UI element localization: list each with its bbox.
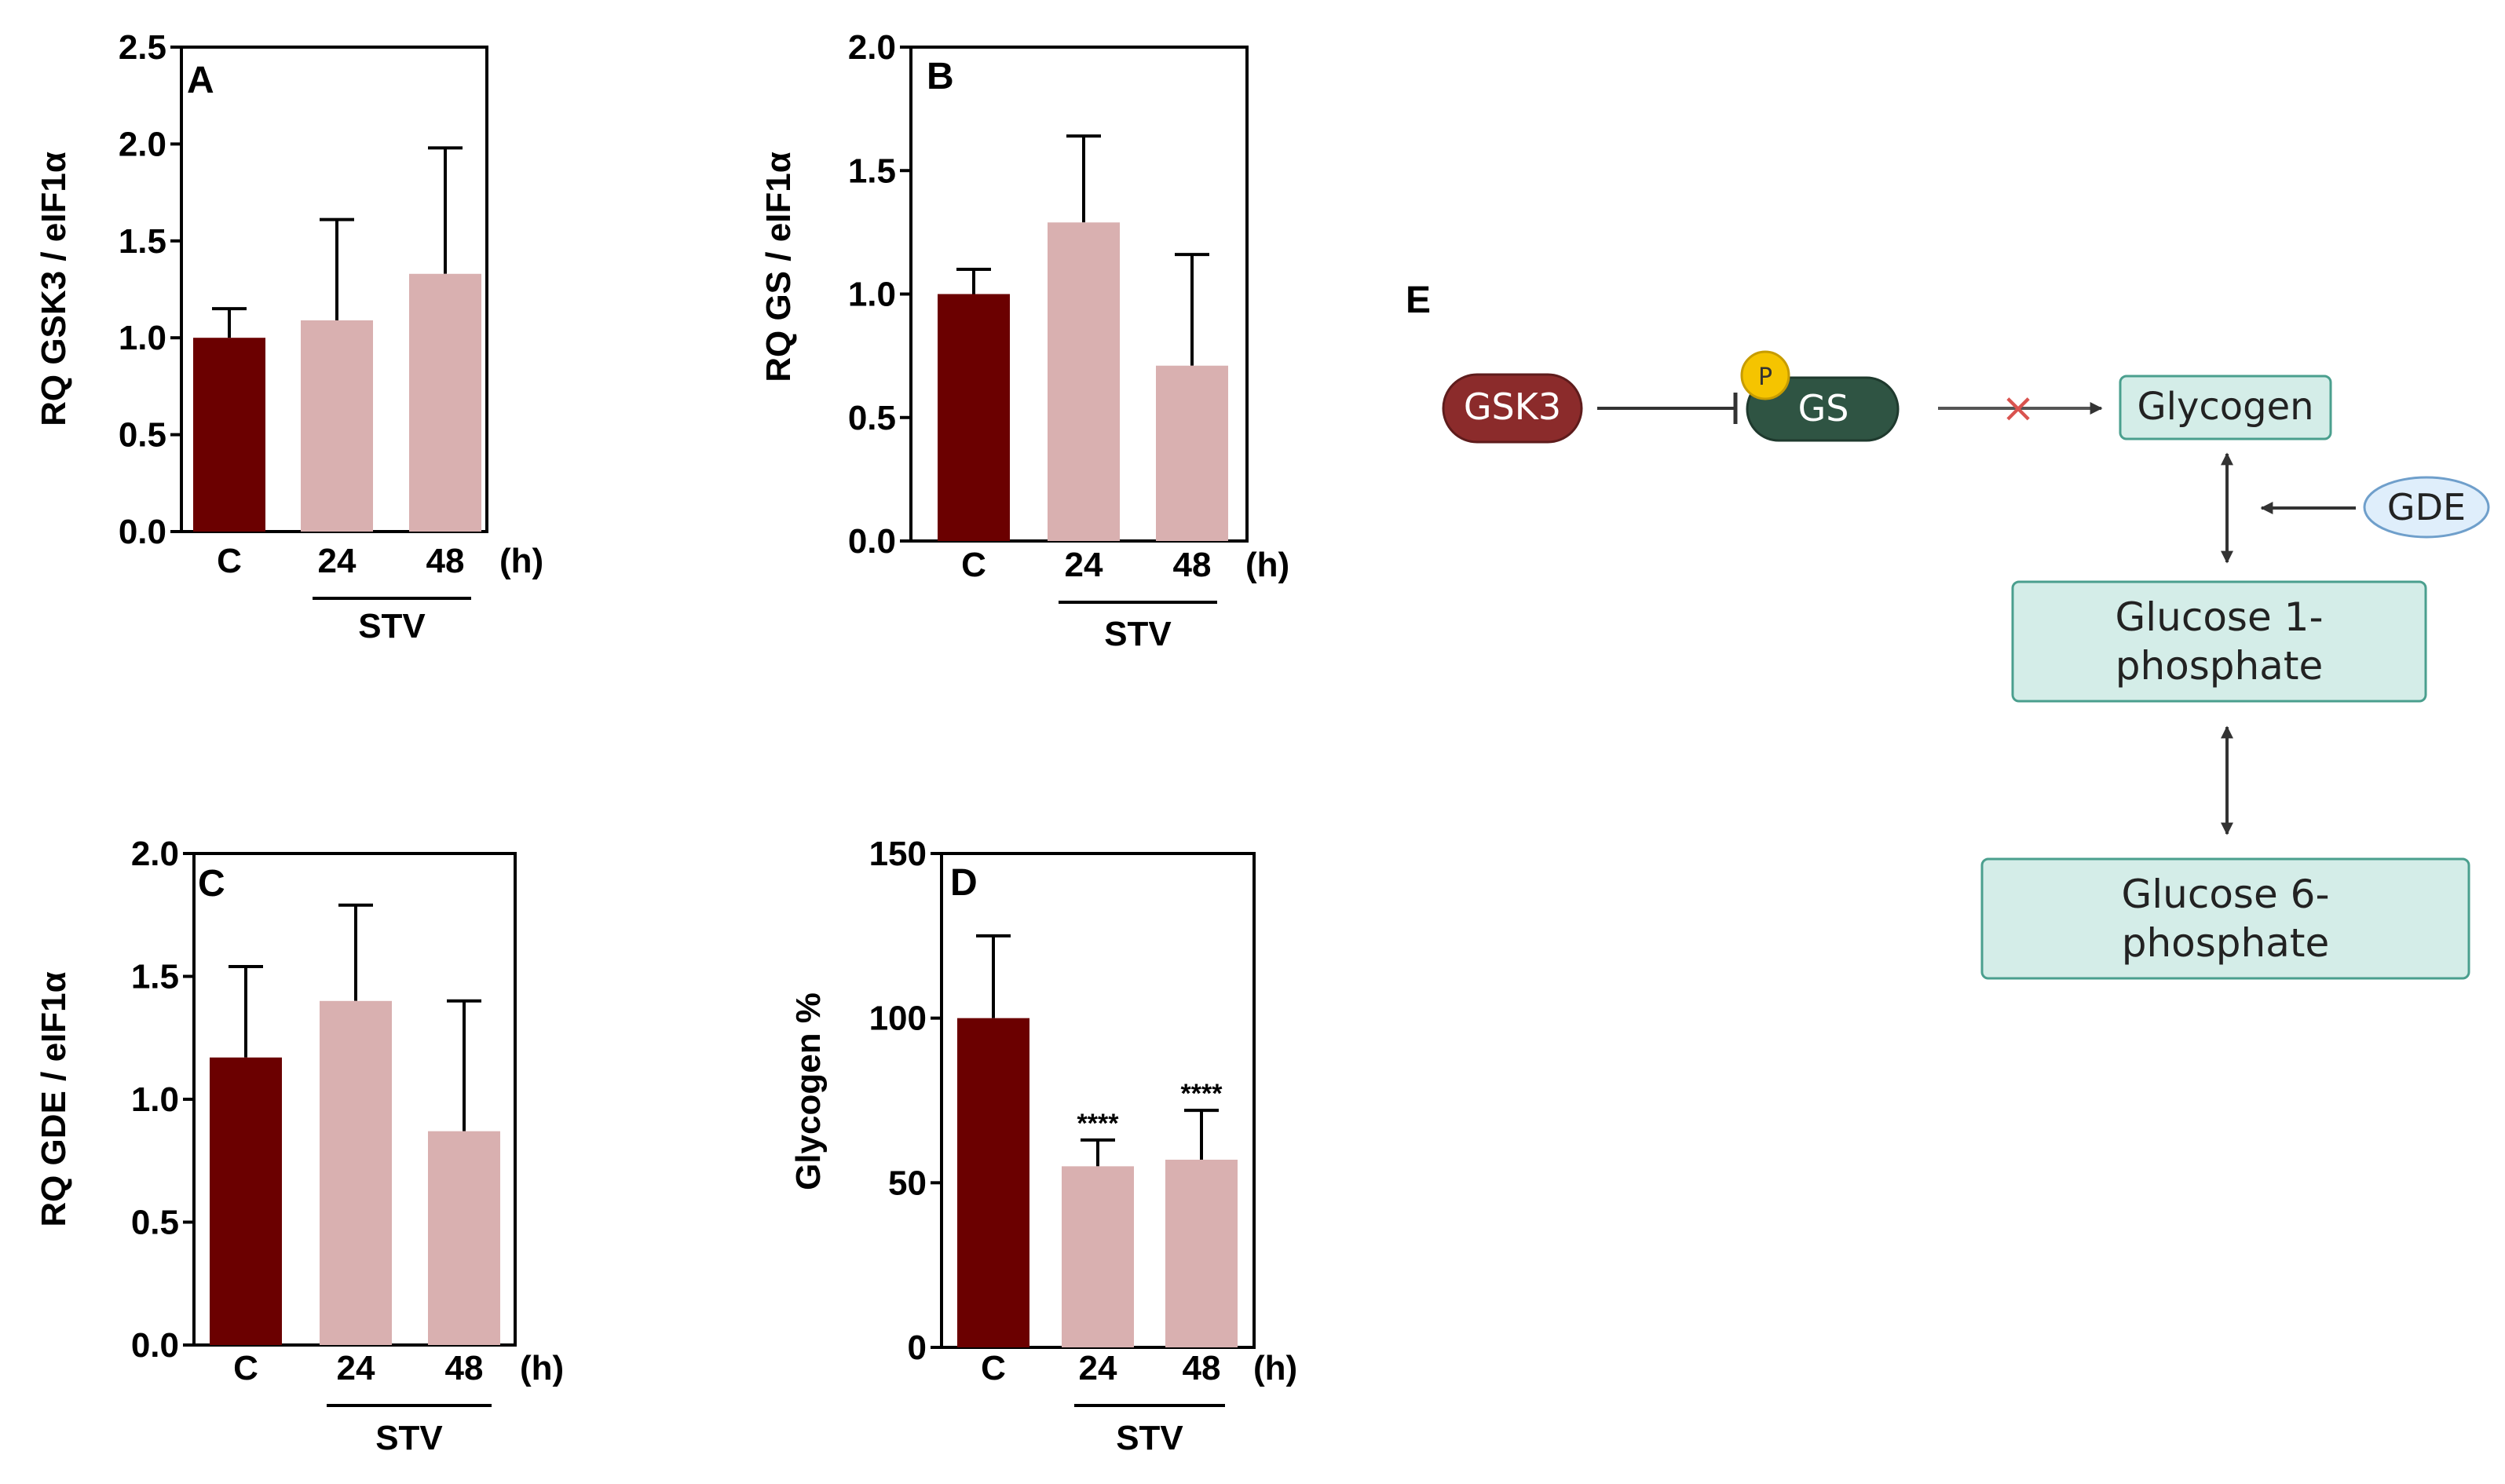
blocked-mark: × (2001, 385, 2035, 432)
panel-a-bar-24 (301, 320, 373, 532)
panel-d-significance-label: **** (1181, 1079, 1223, 1109)
panel-a-bar-c (193, 338, 265, 532)
panel-b-y-tick-label: 0.0 (848, 522, 896, 561)
gs-label: GS (1798, 387, 1849, 429)
panel-a-y-tick-label: 1.5 (119, 222, 166, 261)
gde-node: GDE (2363, 476, 2490, 539)
panel-b-bar-24 (1048, 222, 1120, 541)
panel-e-diagram: E GSK3 GS P × Glycogen GDE Glucose 1- (1406, 280, 2490, 980)
panel-a-y-tick-label: 2.0 (119, 125, 166, 163)
panel-c-group-label: STV (375, 1419, 443, 1457)
panel-b-y-tick-label: 1.5 (848, 152, 896, 190)
panel-c-y-tick-label: 0.5 (131, 1204, 179, 1242)
panel-b-y-axis-label: RQ GS / eIF1α (759, 152, 798, 382)
panel-b-group-label: STV (1104, 615, 1172, 653)
panel-a-x-tick-label: 24 (318, 542, 357, 580)
panel-c-chart: C RQ GDE / eIF1α (h) STV 0.0 0.5 1.0 1.5 2.0… (35, 835, 564, 1457)
glucose-6-phosphate-node: Glucose 6- phosphate (1980, 857, 2470, 980)
glycogen-node: Glycogen (2119, 375, 2332, 440)
panel-c-unit-label: (h) (520, 1349, 564, 1387)
panel-d-unit-label: (h) (1253, 1349, 1297, 1387)
panel-b-chart: B RQ GS / eIF1α (h) STV 0.0 0.5 1.0 1.5 2.0 C… (759, 28, 1289, 653)
panel-b-bar-48 (1156, 365, 1228, 541)
g1p-label-line1: Glucose 1- (2116, 594, 2324, 640)
panel-b-y-tick-label: 2.0 (848, 28, 896, 67)
panel-b-y-tick-label: 0.5 (848, 399, 896, 437)
panel-a-group-label: STV (358, 607, 426, 645)
panel-c-y-axis-label: RQ GDE / eIF1α (35, 971, 73, 1226)
panel-d-bar-48 (1165, 1159, 1238, 1347)
g6p-label-line2: phosphate (2122, 920, 2330, 966)
panel-a-y-tick-label: 2.5 (119, 28, 166, 67)
panel-c-y-tick-label: 1.5 (131, 958, 179, 996)
phospho-badge (1740, 350, 1790, 400)
panel-d-x-tick-label: C (981, 1349, 1006, 1387)
panel-c-bar-c (210, 1057, 282, 1345)
panel-a-unit-label: (h) (499, 542, 543, 580)
panel-b-x-tick-label: 48 (1173, 546, 1212, 584)
panel-c-x-tick-label: C (233, 1349, 258, 1387)
panel-a-y-tick-label: 1.0 (119, 319, 166, 357)
panel-a-x-tick-label: 48 (426, 542, 465, 580)
panel-a-y-tick-label: 0.5 (119, 416, 166, 455)
panel-a-y-tick-label: 0.0 (119, 513, 166, 551)
panel-c-bar-24 (320, 1000, 392, 1345)
panel-c-y-tick-label: 2.0 (131, 835, 179, 873)
panel-c-x-tick-label: 48 (445, 1349, 484, 1387)
panel-d-y-axis-label: Glycogen % (789, 992, 828, 1190)
gs-node: GS P (1740, 350, 1900, 442)
panel-d-y-tick-label: 100 (869, 1000, 927, 1038)
panel-a-label: A (187, 60, 214, 101)
panel-d-label: D (950, 862, 978, 904)
panel-b-bar-c (938, 294, 1010, 541)
phospho-label: P (1758, 364, 1772, 391)
gsk3-label: GSK3 (1464, 386, 1561, 428)
panel-d-y-tick-label: 150 (869, 835, 927, 873)
panel-b-x-tick-label: 24 (1065, 546, 1103, 584)
panel-d-x-tick-label: 48 (1183, 1349, 1221, 1387)
panel-b-unit-label: (h) (1245, 546, 1289, 584)
panel-d-x-tick-label: 24 (1079, 1349, 1117, 1387)
panel-b-label: B (927, 56, 954, 97)
panel-b-y-tick-label: 1.0 (848, 276, 896, 314)
g6p-label-line1: Glucose 6- (2122, 872, 2330, 917)
glucose-1-phosphate-node: Glucose 1- phosphate (2011, 580, 2427, 703)
panel-c-x-tick-label: 24 (337, 1349, 375, 1387)
panel-d-group-label: STV (1116, 1419, 1183, 1457)
panel-b-x-tick-label: C (961, 546, 986, 584)
panel-c-y-tick-label: 0.0 (131, 1326, 179, 1365)
panel-d-chart: D Glycogen % (h) STV 0 50 100 150 C 24 **** 48 *… (789, 835, 1297, 1457)
panel-d-y-tick-label: 0 (908, 1329, 927, 1367)
panel-a-chart: A RQ GSK3 / eIF1α (h) STV 0.0 0.5 1.0 1.5 2.… (35, 28, 543, 645)
panel-d-y-tick-label: 50 (888, 1164, 927, 1202)
panel-d-bar-c (957, 1018, 1029, 1347)
gsk3-node: GSK3 (1442, 373, 1583, 444)
panel-a-x-tick-label: C (217, 542, 242, 580)
panel-e-label: E (1406, 280, 1431, 321)
panel-c-y-tick-label: 1.0 (131, 1080, 179, 1119)
panel-c-bar-48 (428, 1131, 500, 1345)
panel-a-bar-48 (409, 273, 481, 532)
glycogen-label: Glycogen (2137, 385, 2313, 429)
panel-c-label: C (198, 863, 225, 905)
panel-d-bar-24 (1062, 1166, 1134, 1347)
g1p-label-line2: phosphate (2116, 643, 2324, 689)
gde-label: GDE (2387, 486, 2466, 528)
panel-a-y-axis-label: RQ GSK3 / eIF1α (35, 152, 73, 426)
panel-d-significance-label: **** (1077, 1109, 1120, 1139)
